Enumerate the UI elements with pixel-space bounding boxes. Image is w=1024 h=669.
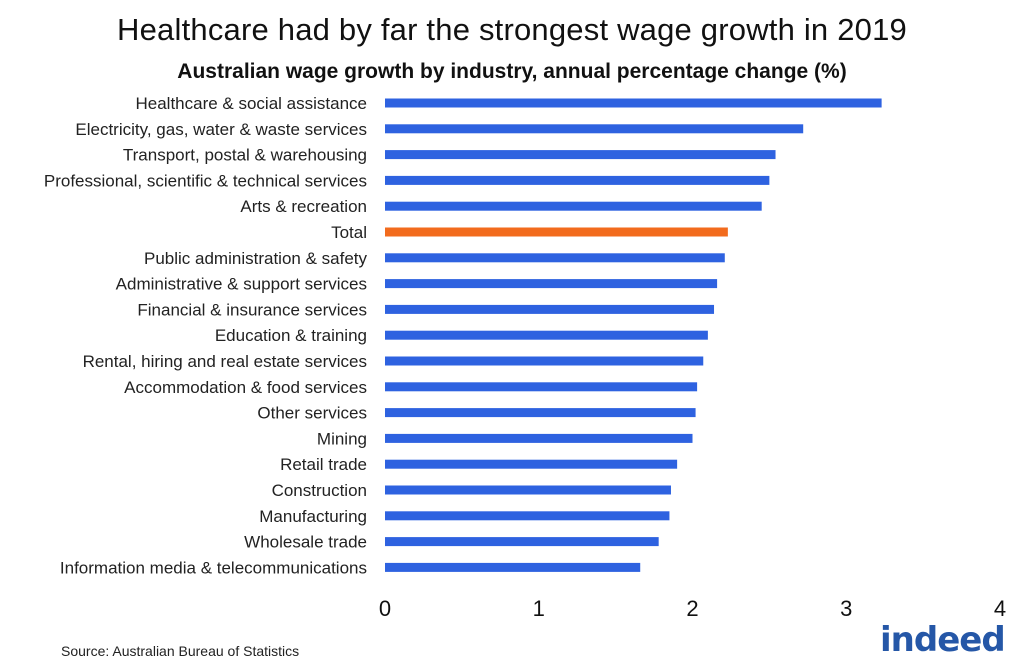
bar-public-administration-safety — [385, 253, 725, 263]
bar-accommodation-food-services — [385, 382, 698, 392]
indeed-logo: indeed — [880, 620, 1006, 660]
bar-construction — [385, 485, 671, 495]
bar-transport-postal-warehousing — [385, 150, 776, 160]
chart-subtitle: Australian wage growth by industry, annu… — [177, 60, 847, 83]
category-label-healthcare-social-assistance: Healthcare & social assistance — [135, 94, 367, 113]
category-label-arts-recreation: Arts & recreation — [240, 197, 367, 216]
category-label-financial-insurance-services: Financial & insurance services — [137, 300, 367, 319]
category-label-education-training: Education & training — [215, 326, 367, 345]
chart-title: Healthcare had by far the strongest wage… — [117, 12, 907, 47]
source-note: Source: Australian Bureau of Statistics — [61, 643, 300, 659]
category-label-administrative-support-services: Administrative & support services — [116, 275, 367, 294]
bar-wholesale-trade — [385, 537, 659, 547]
bar-manufacturing — [385, 511, 670, 521]
x-tick-label: 2 — [686, 596, 698, 621]
category-label-construction: Construction — [272, 481, 367, 500]
category-label-transport-postal-warehousing: Transport, postal & warehousing — [123, 146, 367, 165]
category-labels-group: Healthcare & social assistance Electricit… — [44, 94, 368, 577]
category-label-manufacturing: Manufacturing — [259, 507, 367, 526]
category-label-public-administration-safety: Public administration & safety — [144, 249, 367, 268]
category-label-professional-scientific-technical-services: Professional, scientific & technical ser… — [44, 171, 367, 190]
category-label-wholesale-trade: Wholesale trade — [244, 533, 367, 552]
bar-other-services — [385, 408, 696, 418]
x-tick-label: 3 — [840, 596, 852, 621]
bar-total — [385, 227, 728, 237]
category-label-other-services: Other services — [257, 404, 367, 423]
category-label-electricity-gas-water-waste-services: Electricity, gas, water & waste services — [75, 120, 367, 139]
bar-retail-trade — [385, 459, 678, 469]
category-label-information-media-telecommunications: Information media & telecommunications — [60, 558, 367, 577]
category-label-rental-hiring-and-real-estate-services: Rental, hiring and real estate services — [83, 352, 367, 371]
category-label-accommodation-food-services: Accommodation & food services — [124, 378, 367, 397]
category-label-total: Total — [331, 223, 367, 242]
bar-rental-hiring-and-real-estate-services — [385, 356, 704, 366]
bar-information-media-telecommunications — [385, 562, 641, 572]
x-tick-label: 0 — [379, 596, 391, 621]
bar-healthcare-social-assistance — [385, 98, 882, 108]
bar-administrative-support-services — [385, 279, 718, 289]
category-label-retail-trade: Retail trade — [280, 455, 367, 474]
x-axis-ticks-group: 0 1 2 3 4 — [379, 596, 1006, 621]
x-tick-label: 4 — [994, 596, 1006, 621]
bar-financial-insurance-services — [385, 304, 715, 314]
bars-group — [385, 98, 882, 572]
category-label-mining: Mining — [317, 429, 367, 448]
bar-electricity-gas-water-waste-services — [385, 124, 804, 134]
bar-mining — [385, 433, 693, 443]
bar-education-training — [385, 330, 708, 340]
bar-professional-scientific-technical-services — [385, 175, 770, 185]
bar-arts-recreation — [385, 201, 762, 211]
x-tick-label: 1 — [533, 596, 545, 621]
